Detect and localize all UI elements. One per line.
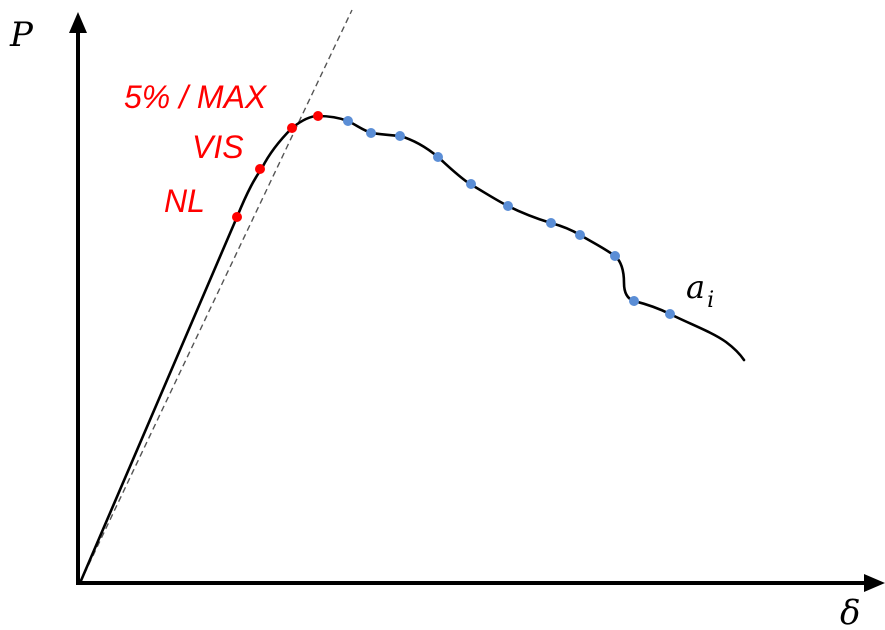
propagation-point: [503, 201, 513, 211]
vis-point: [255, 164, 265, 174]
x-axis-title: δ: [840, 593, 860, 630]
y-axis-title: P: [9, 15, 34, 55]
propagation-point: [629, 296, 639, 306]
initial-compliance-line: [79, 9, 353, 584]
nl-point: [232, 212, 242, 222]
nl-label: NL: [164, 183, 205, 219]
propagation-point: [546, 218, 556, 228]
vis-label: VIS: [192, 129, 244, 165]
propagation-point: [466, 179, 476, 189]
propagation-point: [366, 128, 376, 138]
curve-label: ai: [686, 268, 714, 313]
max-point: [313, 111, 323, 121]
curve-label-base: a: [686, 268, 705, 306]
max-label: 5% / MAX: [124, 79, 268, 115]
propagation-point: [610, 251, 620, 261]
propagation-point: [343, 116, 353, 126]
x-axis-arrow: [864, 574, 885, 592]
propagation-point: [575, 230, 585, 240]
curve-label-subscript: i: [707, 288, 714, 313]
propagation-point: [665, 309, 675, 319]
propagation-point: [395, 131, 405, 141]
five-percent-point: [287, 123, 297, 133]
y-axis-arrow: [69, 12, 87, 33]
propagation-point: [433, 152, 443, 162]
